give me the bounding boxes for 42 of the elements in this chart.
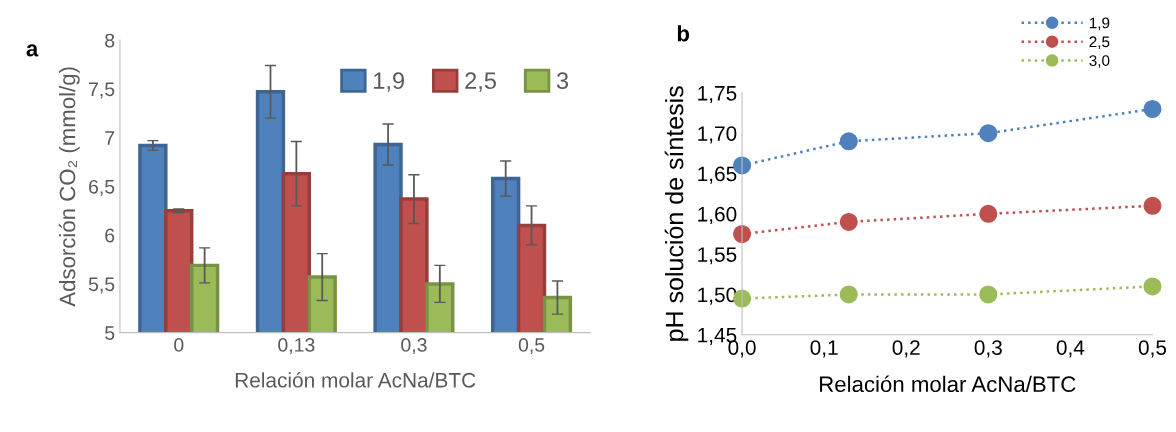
point [1143,99,1162,119]
legend-label: 3,0 [1089,55,1110,68]
x-tick-label: 0,3 [401,338,427,355]
y-axis-title: pH solución de síntesis [664,86,689,341]
y-tick-label: 1,70 [698,126,737,144]
point [979,204,998,223]
x-tick-label: 0,2 [892,340,920,358]
legend-label: 3 [556,72,569,90]
x-axis-title: Relación molar AcNa/BTC [820,375,1076,393]
y-tick-label: 6 [105,228,115,243]
point [1143,196,1162,215]
y-tick-label: 5 [105,326,115,340]
y-tick-label: 1,60 [698,206,737,225]
x-tick-label: 0,5 [518,338,545,355]
x-axis-title: Relación molar AcNa/BTC [235,372,476,388]
y-tick-label: 8 [105,33,115,48]
y-tick-label: 7,5 [89,82,115,99]
point [1143,277,1162,296]
y-tick-label: 6,5 [89,179,115,196]
legend-label: 1,9 [374,72,404,92]
y-axis-title: Adsorción CO₂ (mmol/g) [58,67,80,307]
point [979,285,998,304]
legend-label: 2,5 [465,72,496,92]
legend-label: 1,9 [1089,17,1110,31]
point [839,285,858,304]
x-tick-label: 0,13 [278,338,315,355]
y-tick-label: 7 [105,131,115,145]
y-tick-label: 1,55 [698,247,737,265]
legend-label: 2,5 [1089,36,1110,49]
chart-title: b [677,25,690,42]
point [839,132,858,151]
y-tick-label: 5,5 [88,277,115,294]
x-tick-label: 0,1 [810,340,838,358]
y-tick-label: 1,75 [698,86,737,104]
point [839,212,858,231]
x-tick-label: 0,4 [1056,340,1085,358]
x-tick-label: 0,3 [974,340,1002,358]
y-tick-label: 1,65 [698,166,737,184]
x-tick-label: 0 [174,338,184,352]
point [979,124,998,143]
chart-title: a [26,44,39,57]
x-tick-label: 0,5 [1138,340,1167,358]
